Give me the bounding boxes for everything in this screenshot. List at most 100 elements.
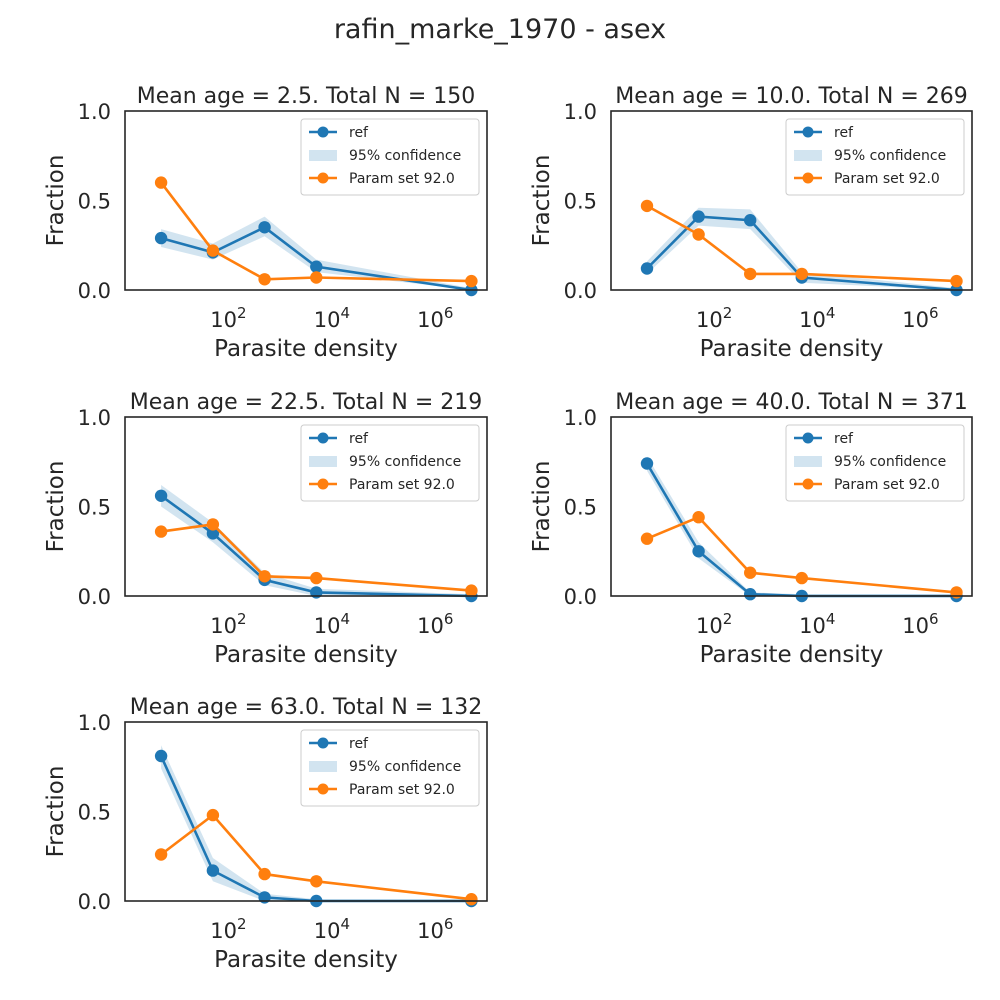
legend-ref-label: ref xyxy=(349,431,369,447)
legend-frame xyxy=(785,118,965,196)
x-axis-label: Parasite density xyxy=(214,336,398,362)
y-tick-label: 0.5 xyxy=(78,496,111,520)
x-tick-label: 106 xyxy=(902,610,938,638)
param-series-point xyxy=(640,199,654,213)
param-series-point xyxy=(206,808,220,822)
x-tick-label: 104 xyxy=(314,610,350,638)
y-tick-label: 1.0 xyxy=(78,406,111,430)
param-series-point xyxy=(692,511,705,524)
ref-series-point xyxy=(744,588,757,601)
x-tick-label: 102 xyxy=(696,610,732,638)
x-tick-label: 102 xyxy=(696,304,732,332)
param-series-point xyxy=(465,584,478,597)
legend-ci-label: 95% confidence xyxy=(834,454,946,470)
param-series-point xyxy=(258,867,271,881)
ref-series-point xyxy=(640,457,654,470)
legend-ci-swatch xyxy=(309,456,337,467)
y-axis-label: Fraction xyxy=(529,461,555,553)
legend-ref-marker xyxy=(317,432,329,444)
confidence-band xyxy=(161,216,472,290)
param-series-point xyxy=(465,274,478,288)
legend-ci-label: 95% confidence xyxy=(349,148,461,164)
legend-param-marker xyxy=(317,478,329,490)
axes-frame xyxy=(610,416,973,597)
legend: ref 95% confidence Param set 92.0 xyxy=(300,424,480,502)
legend: ref 95% confidence Param set 92.0 xyxy=(785,118,965,196)
legend: ref 95% confidence Param set 92.0 xyxy=(300,118,480,196)
y-axis-label: Fraction xyxy=(529,155,555,247)
x-tick-label: 106 xyxy=(417,610,453,638)
x-axis-label: Parasite density xyxy=(214,642,398,668)
x-axis-label: Parasite density xyxy=(700,336,884,362)
legend-ref-label: ref xyxy=(834,431,854,447)
y-tick-label: 0.0 xyxy=(78,890,111,914)
param-series-point xyxy=(744,267,757,281)
y-tick-label: 0.5 xyxy=(78,801,111,825)
ref-series-point xyxy=(154,489,168,502)
x-tick-label: 102 xyxy=(210,304,246,332)
subplot-2: 0.0 0.5 1.0 102 104 106 Parasite density Fracti… xyxy=(529,84,973,362)
param-series-point xyxy=(258,273,271,286)
confidence-band xyxy=(161,485,472,596)
y-tick-label: 1.0 xyxy=(78,711,111,735)
axes-frame xyxy=(124,721,488,902)
x-tick-label: 104 xyxy=(799,610,835,638)
legend-param-label: Param set 92.0 xyxy=(834,171,940,187)
x-tick-label: 102 xyxy=(210,915,246,943)
x-tick-label: 102 xyxy=(210,610,246,638)
param-series-point xyxy=(310,271,323,284)
param-series-point xyxy=(154,525,168,538)
subplot-title: Mean age = 10.0. Total N = 269 xyxy=(615,84,968,109)
ref-series-point xyxy=(692,210,705,223)
param-series-point xyxy=(744,566,757,579)
axes-frame xyxy=(124,416,488,597)
param-series-point xyxy=(640,532,654,545)
legend-ref-label: ref xyxy=(349,125,369,141)
ref-series-point xyxy=(640,262,654,275)
y-tick-label: 0.5 xyxy=(564,496,597,520)
legend: ref 95% confidence Param set 92.0 xyxy=(300,729,480,807)
param-series-point xyxy=(258,570,271,583)
x-tick-label: 106 xyxy=(417,915,453,943)
param-series-point xyxy=(692,228,705,241)
ref-series-point xyxy=(154,749,168,763)
ref-series-point xyxy=(744,214,757,227)
y-tick-label: 1.0 xyxy=(564,100,597,124)
legend-frame xyxy=(300,118,480,196)
legend-param-label: Param set 92.0 xyxy=(349,477,455,493)
param-series-point xyxy=(795,267,808,281)
axes-frame xyxy=(124,110,488,291)
legend-frame xyxy=(300,424,480,502)
y-tick-label: 1.0 xyxy=(78,100,111,124)
subplot-3: 0.0 0.5 1.0 102 104 106 Parasite density Fracti… xyxy=(43,390,488,668)
legend-ci-swatch xyxy=(794,150,822,161)
legend-param-marker xyxy=(317,783,329,795)
legend-ci-label: 95% confidence xyxy=(834,148,946,164)
legend-ci-label: 95% confidence xyxy=(349,759,461,775)
y-tick-label: 0.0 xyxy=(78,279,111,303)
legend-frame xyxy=(785,424,965,502)
ref-series-point xyxy=(206,527,220,540)
legend-ci-swatch xyxy=(309,150,337,161)
param-series-point xyxy=(795,571,808,585)
legend-param-marker xyxy=(802,172,814,184)
legend-ci-swatch xyxy=(794,456,822,467)
param-series-point xyxy=(465,893,478,906)
legend-param-label: Param set 92.0 xyxy=(349,171,455,187)
subplot-title: Mean age = 63.0. Total N = 132 xyxy=(130,695,483,720)
subplot-title: Mean age = 22.5. Total N = 219 xyxy=(130,390,483,415)
x-axis-label: Parasite density xyxy=(700,642,884,668)
legend-param-label: Param set 92.0 xyxy=(834,477,940,493)
subplot-1: 0.0 0.5 1.0 102 104 106 Parasite density Fracti… xyxy=(43,84,488,362)
ref-series-point xyxy=(206,864,220,877)
x-tick-label: 106 xyxy=(417,304,453,332)
legend-ref-marker xyxy=(317,126,329,138)
param-series-point xyxy=(154,176,168,189)
y-tick-label: 1.0 xyxy=(564,406,597,430)
ref-series-point xyxy=(310,260,323,273)
param-series-point xyxy=(950,274,963,288)
y-axis-label: Fraction xyxy=(43,461,69,553)
figure-title: rafin_marke_1970 - asex xyxy=(333,14,667,45)
legend-ref-marker xyxy=(802,432,814,444)
legend-param-marker xyxy=(317,172,329,184)
